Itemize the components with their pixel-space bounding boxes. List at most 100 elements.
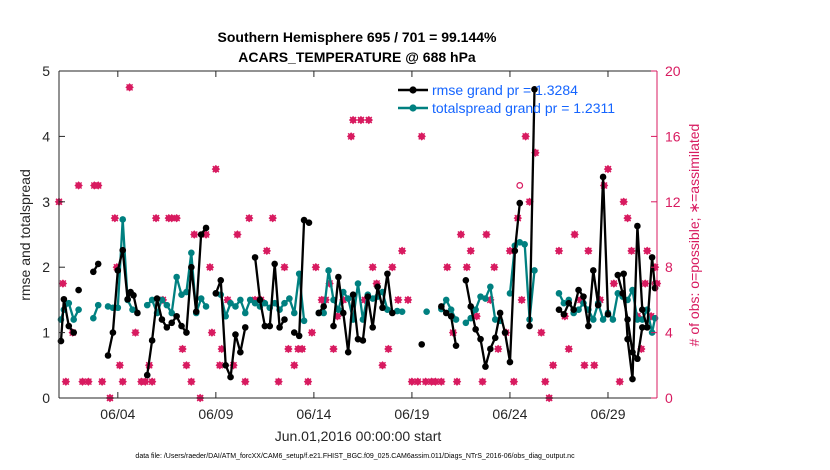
- obs-assimilated-cross: [75, 181, 83, 189]
- rmse-point: [643, 324, 651, 331]
- series-layer: [57, 86, 659, 383]
- rmse-point: [65, 322, 73, 330]
- obs-assimilated-marker: [384, 344, 393, 354]
- totalspread-point: [286, 295, 293, 302]
- obs-assimilated-cross: [304, 378, 312, 386]
- obs-assimilated-cross: [182, 361, 190, 369]
- totalspread-point: [354, 280, 362, 287]
- legend-entry-rmse: rmse grand pr = 1.3284: [432, 82, 578, 98]
- rmse-point: [94, 260, 102, 268]
- obs-assimilated-cross: [457, 231, 465, 238]
- totalspread-point: [599, 316, 607, 323]
- totalspread-point: [472, 306, 479, 314]
- rmse-point: [305, 219, 313, 227]
- totalspread-point: [398, 308, 406, 315]
- obs-assimilated-marker: [280, 263, 289, 272]
- obs-assimilated-cross: [216, 361, 224, 369]
- obs-assimilated-cross: [280, 263, 288, 271]
- plot-area: [59, 71, 657, 398]
- rmse-point: [565, 299, 573, 307]
- rmse-point: [70, 329, 78, 336]
- obs-assimilated-marker: [537, 328, 546, 337]
- rmse-point: [222, 362, 229, 369]
- obs-assimilated-cross: [584, 247, 592, 255]
- obs-assimilated-marker: [472, 312, 481, 321]
- obs-assimilated-cross: [463, 263, 471, 271]
- obs-assimilated-cross: [152, 214, 160, 222]
- obs-assimilated-marker: [462, 263, 472, 272]
- obs-assimilated-cross: [398, 247, 406, 255]
- rmse-point: [487, 345, 494, 353]
- x-tick-label: 06/24: [492, 406, 527, 422]
- obs-assimilated-cross: [616, 378, 624, 386]
- obs-assimilated-marker: [619, 197, 628, 206]
- obs-assimilated-marker: [541, 377, 550, 386]
- obs-assimilated-marker: [141, 377, 150, 386]
- obs-assimilated-marker: [284, 344, 293, 354]
- rmse-point: [75, 286, 82, 294]
- obs-assimilated-marker: [190, 230, 199, 239]
- rmse-point: [359, 337, 367, 344]
- obs-assimilated-cross: [284, 345, 292, 353]
- y-right-tick-label: 12: [665, 194, 681, 210]
- y-right-tick-label: 8: [665, 259, 673, 275]
- obs-assimilated-marker: [615, 377, 624, 386]
- obs-possible-marker: [516, 182, 524, 189]
- totalspread-point: [65, 299, 73, 307]
- rmse-point: [163, 324, 171, 331]
- x-tick-group: 06/04 06/09 06/14 06/19 06/24 06/29: [100, 71, 626, 422]
- rmse-point: [452, 342, 460, 349]
- obs-assimilated-marker: [311, 263, 321, 272]
- obs-assimilated-marker: [403, 295, 413, 305]
- obs-assimilated-cross: [453, 378, 461, 386]
- obs-assimilated-marker: [397, 246, 407, 256]
- obs-assimilated-cross: [384, 345, 392, 353]
- totalspread-point: [241, 309, 249, 317]
- obs-assimilated-cross: [206, 263, 214, 271]
- obs-assimilated-marker: [554, 246, 564, 256]
- rmse-point: [109, 329, 117, 336]
- rmse-point: [153, 295, 161, 302]
- totalspread-point: [237, 296, 244, 304]
- obs-assimilated-marker: [58, 279, 68, 288]
- obs-assimilated-cross: [549, 361, 557, 369]
- rmse-point: [614, 271, 622, 279]
- obs-assimilated-cross: [388, 263, 396, 271]
- rmse-point: [374, 283, 381, 291]
- obs-assimilated-cross: [79, 378, 87, 386]
- obs-assimilated-cross: [494, 345, 502, 353]
- obs-assimilated-cross: [365, 116, 373, 124]
- rmse-point: [599, 173, 607, 181]
- obs-assimilated-cross: [620, 198, 628, 206]
- legend: rmse grand pr = 1.3284 totalspread grand…: [398, 82, 615, 116]
- totalspread-point: [560, 299, 568, 307]
- totalspread-point: [447, 306, 455, 314]
- rmse-point: [124, 295, 131, 303]
- obs-assimilated-cross: [357, 116, 365, 124]
- totalspread-point: [521, 241, 528, 248]
- y-left-tick-label: 1: [42, 325, 50, 341]
- rmse-line: [464, 202, 521, 368]
- obs-assimilated-cross: [269, 214, 277, 222]
- obs-assimilated-cross: [369, 263, 377, 271]
- rmse-point: [276, 324, 283, 331]
- obs-assimilated-cross: [263, 247, 271, 255]
- rmse-point: [620, 270, 627, 278]
- totalspread-point: [589, 316, 597, 323]
- legend-totalspread-marker: [409, 104, 417, 112]
- obs-assimilated-cross: [422, 378, 430, 386]
- obs-assimilated-marker: [262, 246, 272, 256]
- rmse-point: [335, 273, 342, 281]
- obs-assimilated-cross: [604, 165, 612, 173]
- rmse-point: [648, 254, 656, 261]
- obs-assimilated-cross: [202, 231, 210, 238]
- rmse-point: [442, 309, 450, 317]
- rmse-point: [173, 312, 180, 320]
- y-right-tick-group: 0 4 8 12 16 20: [651, 63, 681, 406]
- obs-assimilated-marker: [182, 361, 191, 370]
- legend-rmse-marker: [409, 86, 417, 94]
- obs-assimilated-marker: [431, 377, 440, 386]
- rmse-point: [256, 296, 264, 304]
- obs-assimilated-marker: [368, 263, 377, 272]
